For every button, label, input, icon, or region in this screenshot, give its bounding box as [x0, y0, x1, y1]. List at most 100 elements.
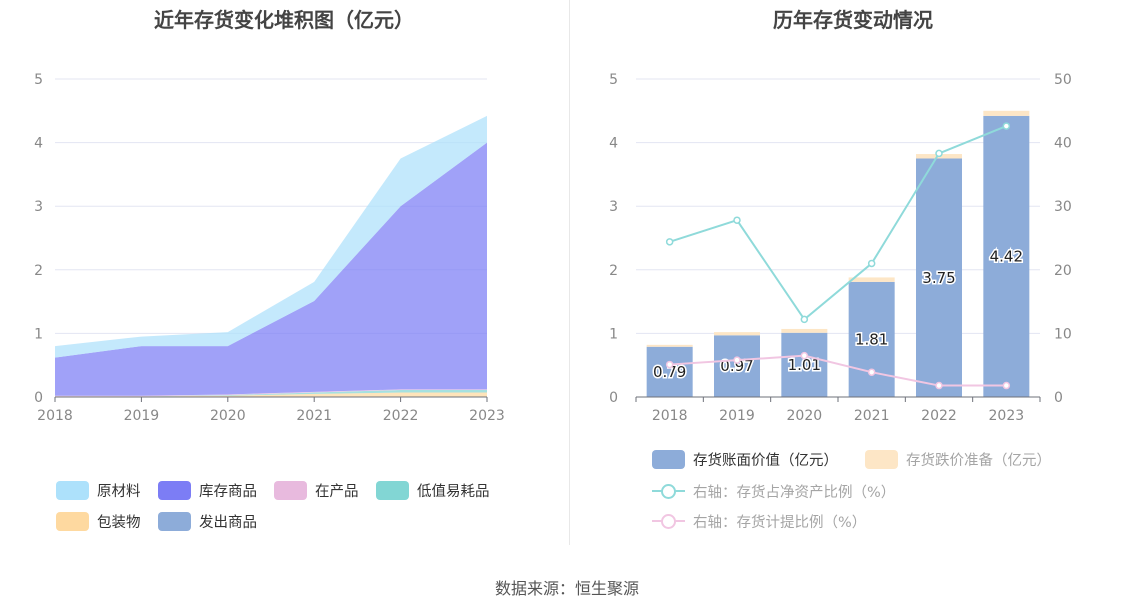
- bar: [646, 346, 693, 397]
- line-point: [867, 259, 876, 268]
- legend-item-packaging[interactable]: 包装物: [56, 511, 141, 532]
- area-series: [55, 115, 487, 358]
- line-point: [665, 360, 674, 369]
- legend-line-swatch: [652, 512, 685, 531]
- right-chart-title: 历年存货变动情况: [773, 8, 933, 32]
- y-left-tick-label: 0: [609, 390, 618, 406]
- bar: [781, 332, 828, 397]
- legend-swatch: [158, 481, 191, 500]
- bar: [916, 158, 962, 397]
- legend-item-provision-ratio[interactable]: 右轴：存货计提比例（%）: [652, 511, 866, 532]
- legend-label: 在产品: [315, 484, 359, 500]
- x-tick-label: 2022: [921, 408, 957, 424]
- x-tick-label: 2022: [383, 408, 419, 424]
- line-series: [669, 354, 1007, 387]
- line-point: [733, 356, 741, 364]
- y-tick-label: 1: [34, 326, 43, 342]
- line-point: [800, 351, 809, 360]
- line-point: [935, 381, 943, 390]
- y-tick-label: 4: [34, 136, 43, 152]
- legend-item-work-in-progress[interactable]: 在产品: [274, 480, 359, 501]
- legend-label: 低值易耗品: [417, 484, 490, 500]
- legend-label: 原材料: [97, 484, 141, 500]
- y-tick-label: 3: [34, 199, 43, 215]
- area-series: [55, 392, 487, 397]
- y-left-tick-label: 3: [609, 199, 618, 215]
- legend-item-consumables[interactable]: 低值易耗品: [376, 480, 490, 501]
- bar-value-label: 3.75: [922, 269, 955, 287]
- legend-label: 存货账面价值（亿元）: [693, 453, 838, 469]
- legend-item-book-value[interactable]: 存货账面价值（亿元）: [652, 449, 838, 470]
- legend-item-goods-shipped[interactable]: 发出商品: [158, 511, 257, 532]
- y-left-tick-label: 5: [609, 72, 618, 88]
- y-right-tick-label: 40: [1054, 136, 1072, 152]
- legend-label: 存货跌价准备（亿元）: [906, 453, 1051, 469]
- bar-value-label: 0.79: [653, 363, 686, 381]
- legend-label: 右轴：存货占净资产比例（%）: [693, 485, 896, 501]
- legend-item-impairment-provision[interactable]: 存货跌价准备（亿元）: [865, 449, 1051, 470]
- x-tick-label: 2023: [989, 408, 1025, 424]
- bar: [714, 335, 760, 397]
- line-series: [669, 125, 1007, 321]
- x-tick-label: 2019: [719, 408, 755, 424]
- y-right-tick-label: 50: [1054, 72, 1072, 88]
- legend-swatch: [56, 512, 89, 531]
- area-series: [55, 142, 487, 396]
- y-left-tick-label: 4: [609, 136, 618, 152]
- y-right-tick-label: 10: [1054, 326, 1072, 342]
- legend-swatch: [865, 450, 898, 469]
- x-tick-label: 2018: [37, 408, 73, 424]
- bar: [646, 344, 693, 347]
- bar-value-label: 1.81: [855, 330, 888, 348]
- legend-swatch: [652, 450, 685, 469]
- legend-label: 右轴：存货计提比例（%）: [693, 515, 867, 531]
- y-tick-label: 2: [34, 263, 43, 279]
- line-point: [1002, 122, 1011, 130]
- legend-item-raw-materials[interactable]: 原材料: [56, 480, 141, 501]
- bar: [714, 332, 760, 336]
- y-right-tick-label: 20: [1054, 263, 1072, 279]
- legend-label: 包装物: [97, 515, 141, 531]
- x-tick-label: 2021: [296, 408, 332, 424]
- line-point: [1002, 381, 1011, 390]
- line-point: [665, 238, 674, 246]
- left-stacked-area-chart: 0 1 2 3 4 5 2018 2019 2020 2021 2022 2023: [34, 72, 505, 424]
- legend-swatch: [158, 512, 191, 531]
- legend-swatch: [274, 481, 307, 500]
- bar: [848, 281, 895, 397]
- right-chart-panel: 历年存货变动情况 0 1 2 3 4 5 0 10 20 30 40 50 0.79 0.97 1.01 1.…: [572, 0, 1134, 545]
- line-point: [800, 315, 809, 324]
- panel-divider: [569, 0, 570, 545]
- x-tick-label: 2018: [652, 408, 688, 424]
- legend-swatch: [376, 481, 409, 500]
- left-chart-panel: 近年存货变化堆积图（亿元） 0 1 2 3 4 5 2018 2019 2020 2021 2022…: [0, 0, 568, 545]
- bar: [983, 115, 1030, 397]
- legend-label: 库存商品: [199, 484, 257, 500]
- line-point: [867, 368, 876, 376]
- legend-swatch: [56, 481, 89, 500]
- y-right-tick-label: 0: [1054, 390, 1063, 406]
- bar: [848, 277, 895, 282]
- bar-value-label: 4.42: [990, 247, 1023, 265]
- bar: [781, 328, 828, 333]
- area-series: [55, 390, 487, 397]
- y-tick-label: 0: [34, 390, 43, 406]
- y-right-tick-label: 30: [1054, 199, 1072, 215]
- data-source-footer: 数据来源：恒生聚源: [494, 579, 639, 598]
- legend-item-finished-goods[interactable]: 库存商品: [158, 480, 257, 501]
- y-tick-label: 5: [34, 72, 43, 88]
- legend-label: 发出商品: [199, 515, 257, 531]
- line-point: [935, 149, 943, 158]
- y-left-tick-label: 1: [609, 326, 618, 342]
- bar-value-label: 1.01: [788, 356, 821, 374]
- x-tick-label: 2020: [210, 408, 246, 424]
- x-tick-label: 2019: [124, 408, 160, 424]
- y-left-tick-label: 2: [609, 263, 618, 279]
- x-tick-label: 2023: [469, 408, 505, 424]
- line-point: [733, 216, 741, 224]
- legend-line-swatch: [652, 482, 685, 501]
- legend-item-inventory-to-net-assets[interactable]: 右轴：存货占净资产比例（%）: [652, 481, 895, 502]
- left-chart-title: 近年存货变化堆积图（亿元）: [154, 8, 414, 32]
- x-tick-label: 2020: [787, 408, 823, 424]
